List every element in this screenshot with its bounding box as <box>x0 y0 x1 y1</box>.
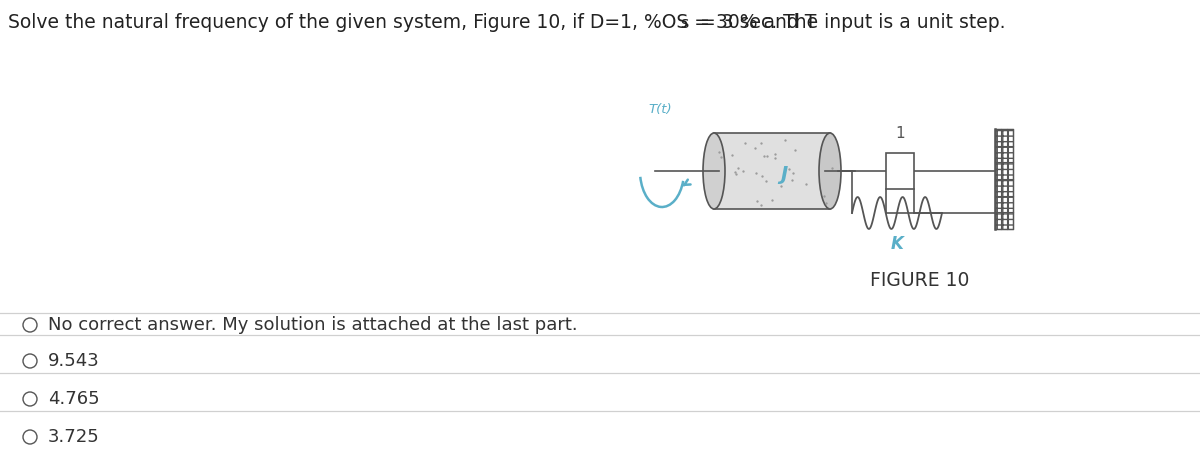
Text: No correct answer. My solution is attached at the last part.: No correct answer. My solution is attach… <box>48 316 577 334</box>
Bar <box>886 153 914 189</box>
Text: 3.725: 3.725 <box>48 428 100 446</box>
Text: K: K <box>890 235 904 253</box>
Text: Solve the natural frequency of the given system, Figure 10, if D=1, %OS = 30% an: Solve the natural frequency of the given… <box>8 13 816 32</box>
Bar <box>714 133 830 209</box>
Text: = 3 sec. The input is a unit step.: = 3 sec. The input is a unit step. <box>694 13 1006 32</box>
Text: J: J <box>780 165 787 185</box>
Text: T(t): T(t) <box>648 103 672 116</box>
Text: 4.765: 4.765 <box>48 390 100 408</box>
Ellipse shape <box>703 133 725 209</box>
Text: 9.543: 9.543 <box>48 352 100 370</box>
Text: s: s <box>680 16 689 32</box>
Bar <box>995 129 1013 229</box>
Ellipse shape <box>818 133 841 209</box>
Text: FIGURE 10: FIGURE 10 <box>870 271 970 291</box>
Text: 1: 1 <box>895 126 905 141</box>
